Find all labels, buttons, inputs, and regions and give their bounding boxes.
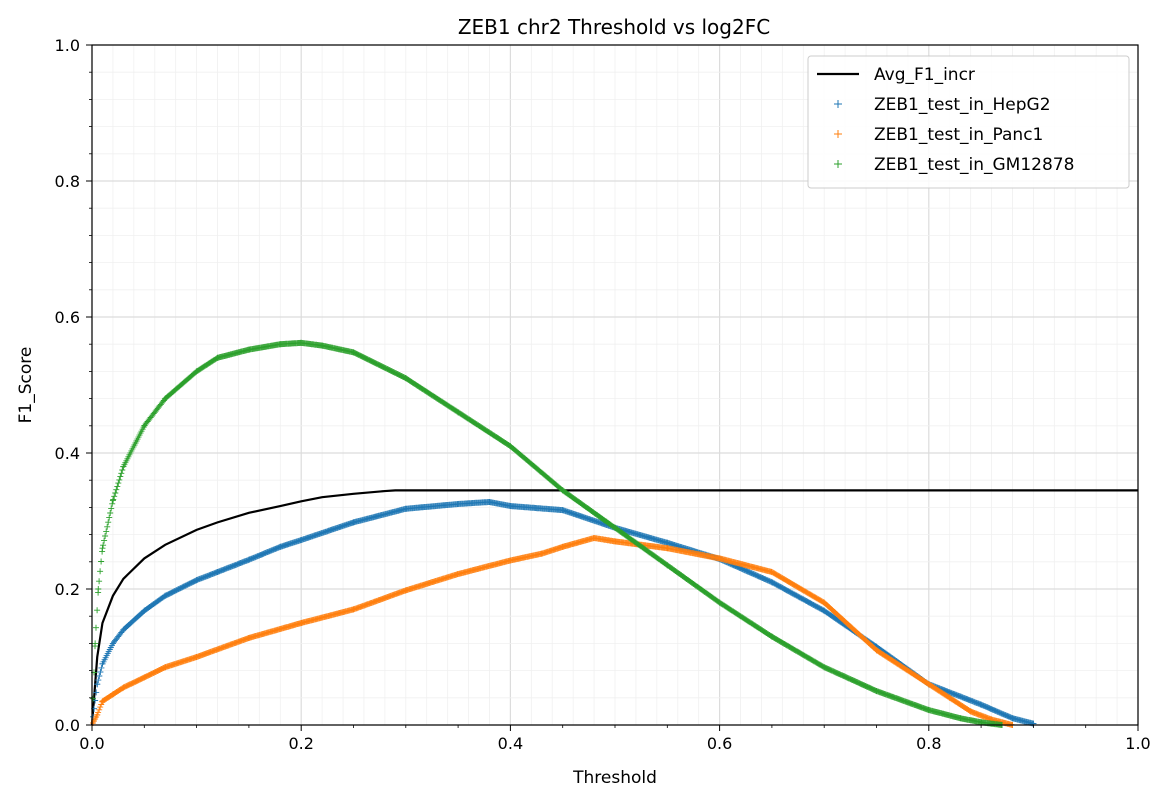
chart-title: ZEB1 chr2 Threshold vs log2FC (458, 15, 770, 39)
x-axis-label: Threshold (572, 768, 657, 788)
x-tick-label: 0.4 (498, 734, 523, 753)
legend-label: ZEB1_test_in_Panc1 (874, 125, 1043, 145)
y-tick-label: 0.0 (55, 716, 80, 735)
series-line-avg-f1-incr (90, 489, 1138, 726)
axis-ticks: 0.0 0.2 0.4 0.6 0.8 1.0 0.0 0.2 0.4 0.6 0.8 1.0 (55, 36, 1151, 753)
legend-marker-swatch (834, 100, 842, 108)
y-tick-label: 0.8 (55, 172, 80, 191)
x-tick-label: 1.0 (1125, 734, 1150, 753)
y-tick-label: 0.2 (55, 580, 80, 599)
y-axis-label: F1_Score (16, 347, 36, 424)
legend-marker-swatch (834, 130, 842, 138)
x-tick-label: 0.0 (79, 734, 104, 753)
y-tick-label: 1.0 (55, 36, 80, 55)
y-tick-label: 0.4 (55, 444, 80, 463)
legend-label: Avg_F1_incr (874, 65, 975, 85)
x-tick-label: 0.2 (288, 734, 313, 753)
legend-box (807, 55, 1130, 189)
legend: Avg_F1_incr ZEB1_test_in_HepG2 ZEB1_test_i… (807, 55, 1130, 189)
x-tick-label: 0.6 (707, 734, 732, 753)
legend-marker-swatch (834, 160, 842, 168)
x-tick-label: 0.8 (916, 734, 941, 753)
y-tick-label: 0.6 (55, 308, 80, 327)
plot-series (89, 339, 1138, 728)
legend-label: ZEB1_test_in_HepG2 (874, 95, 1051, 115)
legend-label: ZEB1_test_in_GM12878 (874, 155, 1074, 175)
